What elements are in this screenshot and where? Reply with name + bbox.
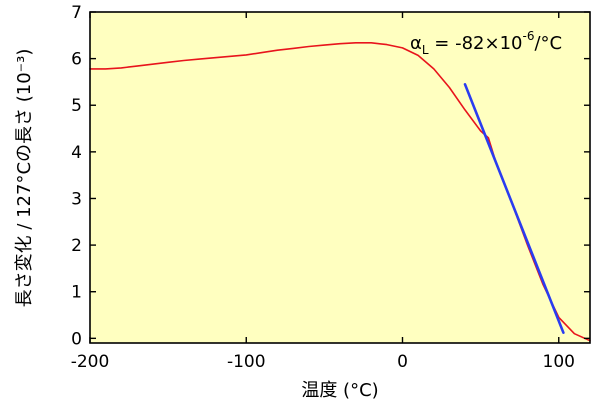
plot-frame bbox=[89, 11, 591, 344]
x-tick-label: -100 bbox=[227, 352, 266, 372]
x-tick-label: 100 bbox=[543, 352, 575, 372]
y-tick-label: 0 bbox=[71, 329, 82, 349]
linear-fit-line bbox=[463, 83, 565, 334]
y-tick-label: 1 bbox=[71, 283, 82, 303]
annotation-exponent: -6 bbox=[522, 29, 534, 43]
y-tick-label: 4 bbox=[71, 143, 82, 163]
y-tick-label: 5 bbox=[71, 96, 82, 116]
alpha-symbol: α bbox=[410, 33, 422, 54]
y-tick-label: 2 bbox=[71, 236, 82, 256]
annotation-main: = -82×10 bbox=[429, 33, 523, 54]
alpha-subscript: L bbox=[422, 43, 429, 57]
annotation-unit: /°C bbox=[534, 33, 562, 54]
series-layer bbox=[89, 42, 591, 342]
y-tick-label: 7 bbox=[71, 3, 82, 23]
x-tick-label: -200 bbox=[71, 352, 110, 372]
ticks-layer: -200 -100 0 100 0 1 2 3 4 5 6 7 bbox=[71, 3, 590, 372]
plot-background bbox=[90, 12, 590, 343]
x-tick-label: 0 bbox=[397, 352, 408, 372]
y-tick-label: 6 bbox=[71, 50, 82, 70]
y-axis-label: 長さ変化 / 127°Cの長さ (10⁻³) bbox=[14, 49, 35, 308]
y-tick-label: 3 bbox=[71, 189, 82, 209]
expansion-coefficient-annotation: αL = -82×10-6/°C bbox=[410, 29, 562, 57]
x-axis-label: 温度 (°C) bbox=[301, 380, 378, 401]
